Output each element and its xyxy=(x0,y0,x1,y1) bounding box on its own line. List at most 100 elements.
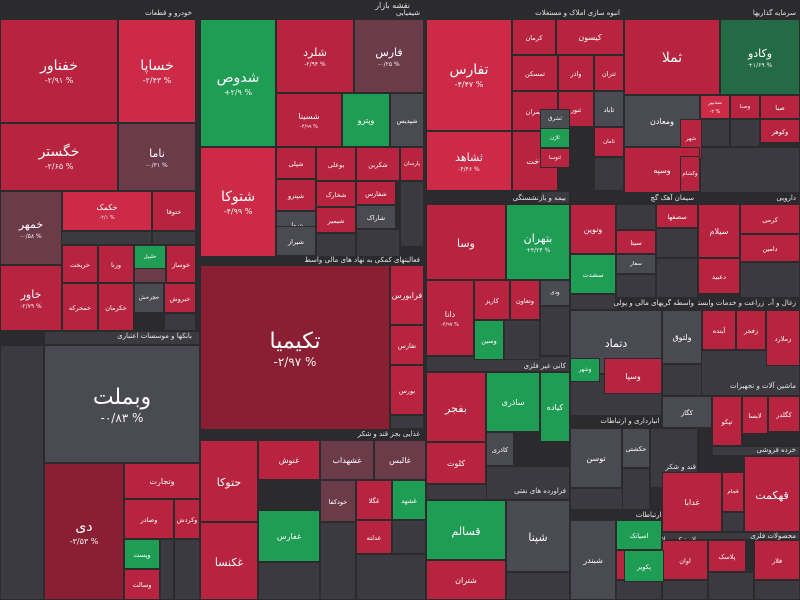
stock-tile[interactable]: توسن xyxy=(570,428,622,488)
stock-tile[interactable]: بتهران +۴/۲۴ % xyxy=(506,204,570,280)
stock-tile[interactable]: غفارس xyxy=(258,510,320,562)
stock-tile[interactable]: شپترو xyxy=(276,179,316,211)
stock-tile[interactable]: سدبیر -۲ % xyxy=(700,95,730,119)
stock-tile[interactable]: کاریز xyxy=(474,280,510,320)
stock-tile[interactable]: فرابورس xyxy=(390,265,424,325)
stock-tile[interactable]: صبا xyxy=(760,95,800,119)
stock-tile[interactable]: فلار xyxy=(754,540,800,580)
stock-tile[interactable]: خچرخش xyxy=(134,283,164,313)
stock-tile[interactable]: شپنا xyxy=(506,500,570,572)
stock-tile[interactable]: خودکفا xyxy=(320,480,356,522)
stock-tile[interactable]: خساپا -۲/۴۳ % xyxy=(118,19,196,123)
stock-tile[interactable]: ختوقا xyxy=(152,191,196,231)
stock-tile[interactable]: اوان xyxy=(662,540,708,580)
stock-tile[interactable]: پلاسک xyxy=(708,540,746,572)
stock-tile[interactable]: خلیبل xyxy=(134,245,166,269)
stock-tile[interactable]: خکمک -۴/۱ % xyxy=(62,191,152,231)
stock-tile[interactable]: سیتا xyxy=(616,230,656,254)
stock-tile[interactable]: پارسان xyxy=(400,147,424,181)
stock-tile[interactable]: تفارس -۴/۴۷ % xyxy=(426,19,512,131)
stock-tile[interactable]: شکربن xyxy=(356,147,400,181)
stock-tile[interactable]: غشهد xyxy=(392,480,426,520)
stock-tile[interactable]: قجام xyxy=(722,472,744,512)
stock-tile[interactable]: شبندر xyxy=(570,520,616,600)
stock-tile[interactable]: دعبید xyxy=(698,258,740,294)
stock-tile[interactable]: بورس xyxy=(390,365,424,415)
stock-tile[interactable]: وتجارت xyxy=(124,463,200,499)
stock-tile[interactable]: وسپا xyxy=(604,358,662,394)
stock-tile[interactable]: غکنسا xyxy=(200,522,258,600)
stock-tile[interactable]: خریخت xyxy=(62,245,98,283)
stock-tile[interactable]: ولتوق xyxy=(662,310,702,364)
stock-tile[interactable]: ثشرق xyxy=(540,109,570,129)
stock-tile[interactable]: واذر xyxy=(558,55,594,91)
stock-tile[interactable]: شدوص +۲/۹ % xyxy=(200,19,276,147)
stock-tile[interactable]: زملارد xyxy=(766,310,800,366)
stock-tile[interactable]: ناما -۰/۳۱ % xyxy=(118,123,196,191)
stock-tile[interactable]: ورنا xyxy=(98,245,134,283)
stock-tile[interactable]: شفارس xyxy=(356,181,396,205)
stock-tile[interactable]: قسالم xyxy=(426,500,506,560)
stock-tile[interactable]: سیلام xyxy=(698,204,740,258)
stock-tile[interactable]: ثمسکن xyxy=(512,55,558,91)
stock-tile[interactable]: سصفها xyxy=(656,204,698,228)
stock-tile[interactable]: وبملت -۰/۸۳ % xyxy=(44,345,200,463)
stock-tile[interactable]: عدلته xyxy=(356,520,392,554)
stock-tile[interactable]: ثاباد xyxy=(594,91,624,127)
stock-tile[interactable]: حتوکا xyxy=(200,440,258,522)
stock-tile[interactable]: زفجر xyxy=(736,310,766,350)
stock-tile[interactable]: وصنا xyxy=(730,95,760,119)
stock-tile[interactable]: ثتران xyxy=(594,55,624,91)
stock-tile[interactable]: غشهداب xyxy=(320,440,374,480)
stock-tile[interactable]: شپدیس xyxy=(390,93,424,147)
stock-tile[interactable]: کرمی xyxy=(740,204,800,234)
stock-tile[interactable]: خاور -۲/۷۹ % xyxy=(0,265,62,331)
stock-tile[interactable]: بفجر xyxy=(426,372,486,442)
stock-tile[interactable]: ثامان xyxy=(594,127,624,157)
stock-tile[interactable]: وشهر xyxy=(570,358,600,382)
stock-tile[interactable]: تکیمیا -۲/۹۷ % xyxy=(200,265,390,430)
stock-tile[interactable]: وسا xyxy=(426,204,506,280)
stock-tile[interactable]: بوعلی xyxy=(316,147,356,181)
stock-tile[interactable]: خفناور -۲/۹۱ % xyxy=(0,19,118,123)
stock-tile[interactable]: شیراز xyxy=(276,226,316,256)
stock-tile[interactable]: وکادو +۱/۶۹ % xyxy=(720,19,800,95)
stock-tile[interactable]: خمهر -۰/۵۸ % xyxy=(0,191,62,265)
stock-tile[interactable]: وپترو xyxy=(342,93,390,147)
stock-tile[interactable]: سفار xyxy=(616,254,656,274)
stock-tile[interactable]: غدابا xyxy=(662,472,722,532)
stock-tile[interactable]: کرمان xyxy=(512,19,556,55)
stock-tile[interactable]: ودی xyxy=(540,280,570,306)
stock-tile[interactable]: کلوت xyxy=(426,442,486,484)
stock-tile[interactable]: خمحرکه xyxy=(62,283,98,331)
stock-tile[interactable]: تفارس xyxy=(390,325,424,365)
stock-tile[interactable]: وسین xyxy=(474,320,504,360)
stock-tile[interactable]: غالبس xyxy=(374,440,426,480)
stock-tile[interactable]: ثشاهد -۴/۴۶ % xyxy=(426,131,512,191)
stock-tile[interactable]: وسالت xyxy=(124,569,160,600)
stock-tile[interactable]: ونوین xyxy=(570,204,616,254)
stock-tile[interactable]: خکرمان xyxy=(98,283,134,331)
stock-tile[interactable]: دی -۳/۵۳ % xyxy=(44,463,124,600)
stock-tile[interactable]: سشدت xyxy=(570,254,616,294)
stock-tile[interactable]: آینده xyxy=(702,310,736,350)
stock-tile[interactable]: کاذری xyxy=(486,432,514,466)
stock-tile[interactable]: وکردش xyxy=(174,499,200,539)
stock-tile[interactable]: دانا -۴/۹۷ % xyxy=(426,280,474,356)
stock-tile[interactable]: اسیاتک xyxy=(616,520,662,550)
stock-tile[interactable]: شتوکا -۴/۹۹ % xyxy=(200,147,276,257)
stock-tile[interactable]: وپست xyxy=(124,539,160,569)
stock-tile[interactable]: شلرد -۲/۹۴ % xyxy=(276,19,354,93)
stock-tile[interactable]: غنوش xyxy=(258,440,320,480)
stock-tile[interactable]: خگستر -۲/۶۵ % xyxy=(0,123,118,191)
stock-tile[interactable]: وکشام xyxy=(680,156,700,192)
stock-tile[interactable]: شیمیر xyxy=(316,207,356,233)
stock-tile[interactable]: لابسا xyxy=(742,396,768,434)
stock-tile[interactable]: وتعاون xyxy=(510,280,540,320)
stock-tile[interactable]: تپکو xyxy=(712,396,742,446)
stock-tile[interactable]: دامین xyxy=(740,234,800,262)
stock-tile[interactable]: ثاژن xyxy=(540,128,570,148)
stock-tile[interactable]: حکشتی xyxy=(622,428,650,468)
stock-tile[interactable]: قهکمت xyxy=(744,456,800,532)
stock-tile[interactable]: شپلی xyxy=(276,147,316,179)
